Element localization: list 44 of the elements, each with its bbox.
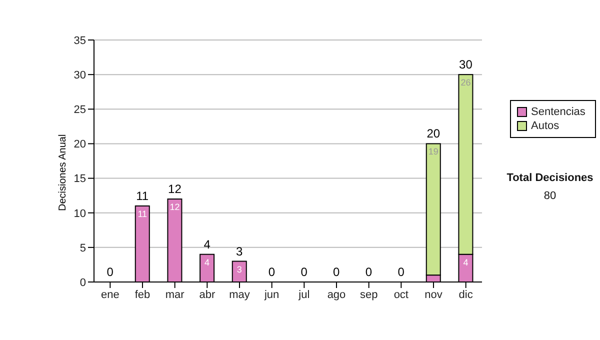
y-tick-label: 5	[80, 242, 86, 254]
total-label: 4	[204, 237, 211, 252]
total-label: 3	[236, 244, 244, 258]
x-tick-label: abr	[199, 288, 216, 301]
total-label: 0	[106, 265, 114, 279]
data-label: 11	[138, 208, 148, 219]
x-tick-label: sep	[360, 288, 378, 301]
total-label: 0	[268, 265, 276, 279]
y-tick-label: 10	[74, 208, 86, 220]
x-tick-label: feb	[134, 288, 150, 301]
total-label: 12	[168, 182, 182, 196]
total-label: 0	[398, 265, 405, 279]
data-label: 4	[463, 257, 468, 268]
total-label: 0	[365, 265, 372, 279]
x-tick-label: ago	[327, 288, 346, 301]
y-tick-label: 30	[74, 69, 86, 82]
data-label: 26	[460, 78, 471, 88]
x-tick-label: mar	[165, 288, 185, 301]
y-tick-label: 0	[80, 276, 86, 289]
y-tick-label: 15	[74, 173, 86, 186]
x-tick-label: nov	[424, 288, 443, 301]
data-label: 12	[170, 202, 180, 212]
legend-label: Sentencias	[531, 105, 586, 119]
y-tick-label: 20	[74, 138, 86, 151]
total-label: 11	[136, 188, 149, 203]
total-label: 0	[333, 265, 340, 279]
text: Total Decisiones	[506, 172, 594, 184]
x-tick-label: ene	[100, 288, 120, 301]
x-tick-label: jul	[298, 288, 310, 301]
x-tick-label: jun	[263, 288, 280, 301]
total-label: 30	[459, 58, 473, 72]
x-tick-label: oct	[394, 288, 409, 301]
data-label: 19	[428, 146, 438, 157]
y-tick-label: 35	[74, 34, 86, 47]
x-tick-label: may	[229, 288, 250, 301]
x-tick-label: dic	[458, 288, 474, 301]
y-axis-title: Decisiones Anual	[58, 134, 69, 211]
data-label: 3	[236, 264, 242, 274]
total-label: 20	[426, 126, 440, 141]
text: 80	[542, 190, 558, 202]
legend-label: Autos	[531, 119, 560, 133]
y-tick-label: 25	[74, 104, 86, 116]
total-label: 0	[300, 265, 308, 279]
data-label: 4	[204, 257, 210, 268]
